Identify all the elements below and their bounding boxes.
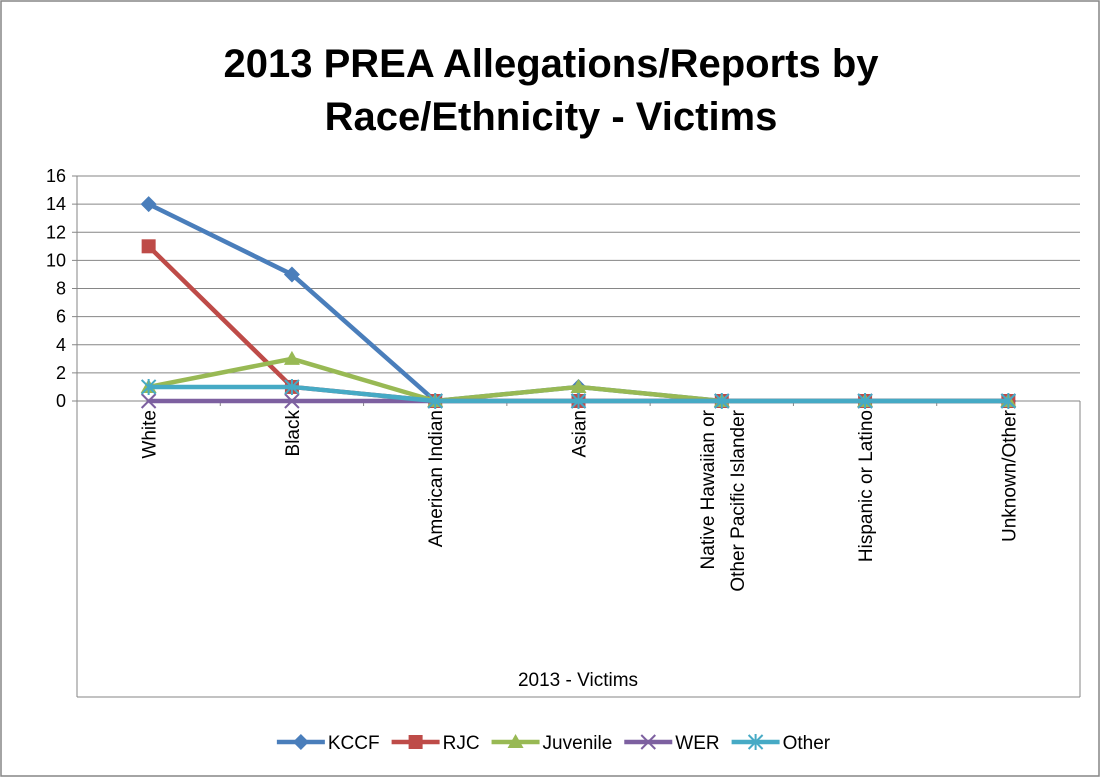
marker [140, 393, 157, 409]
x-tick-label: Hispanic or Latino [856, 410, 877, 562]
marker [283, 266, 300, 283]
marker [640, 734, 656, 750]
marker [408, 735, 423, 749]
x-tick-label: American Indian [426, 410, 447, 547]
marker [140, 196, 157, 213]
marker [570, 393, 587, 409]
marker [570, 378, 587, 393]
y-tick-label: 12 [46, 222, 66, 242]
y-tick-label: 0 [56, 391, 66, 411]
legend-label: WER [675, 733, 719, 754]
legend-label: RJC [443, 733, 480, 754]
y-tick-label: 16 [46, 166, 66, 186]
legend-label: Other [783, 733, 831, 754]
marker [292, 734, 309, 750]
legend: KCCF RJC Juvenile WER Other [276, 733, 831, 754]
legend-label: KCCF [328, 733, 380, 754]
y-tick-label: 8 [56, 279, 66, 299]
marker [284, 378, 300, 395]
marker [283, 350, 300, 365]
chart-title: 2013 PREA Allegations/Reports by Race/Eth… [224, 42, 880, 139]
legend-label: Juvenile [543, 733, 613, 754]
y-tick-label: 4 [56, 335, 66, 355]
marker [714, 393, 730, 409]
marker [427, 393, 443, 409]
marker [141, 239, 156, 254]
y-tick-label: 2 [56, 363, 66, 383]
y-tick-label: 14 [46, 194, 66, 214]
marker [1000, 393, 1017, 409]
marker [140, 378, 157, 395]
x-tick-label: Native Hawaiian or Other Pacific Islander [698, 409, 749, 591]
x-tick-label: Asian [570, 410, 591, 458]
marker [507, 734, 524, 748]
y-tick-label: 10 [46, 250, 66, 270]
marker [747, 734, 764, 750]
x-axis-title: 2013 - Victims [518, 670, 638, 691]
y-tick-label: 6 [56, 307, 66, 327]
x-tick-label: White [140, 410, 161, 459]
marker [284, 393, 300, 409]
marker [857, 393, 873, 409]
x-tick-label: Black [283, 410, 304, 457]
x-tick-label: Unknown/Other [999, 409, 1020, 542]
